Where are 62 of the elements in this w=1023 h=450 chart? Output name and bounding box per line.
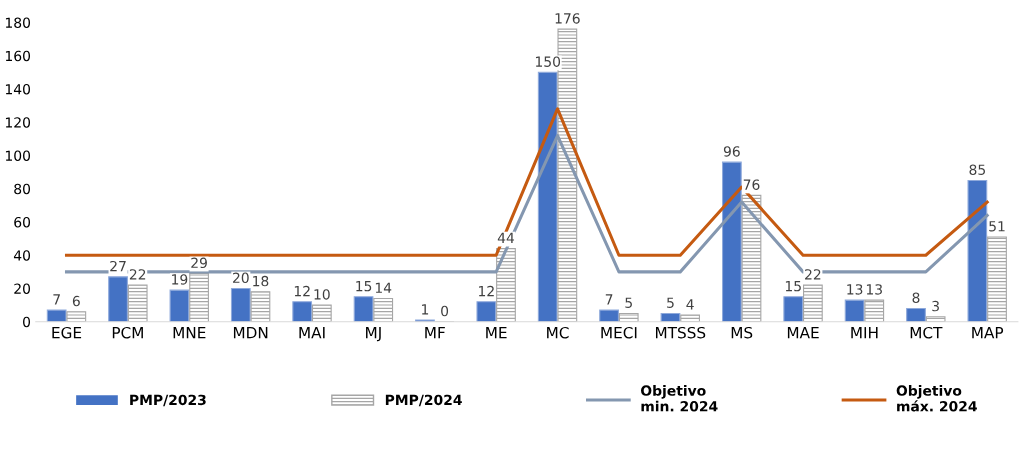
y-tick-label: 20 xyxy=(14,283,31,294)
data-label: 5 xyxy=(667,297,674,308)
data-label: 14 xyxy=(375,282,392,293)
x-tick-label: MAE xyxy=(787,327,819,339)
data-label: 4 xyxy=(686,299,694,310)
data-label: 29 xyxy=(191,257,207,269)
data-label: 3 xyxy=(932,300,939,312)
data-label: 5 xyxy=(625,297,632,308)
data-label: 8 xyxy=(912,292,920,303)
x-tick-label: MNE xyxy=(173,327,206,339)
x-tick-label: PCM xyxy=(112,326,143,339)
data-label: 13 xyxy=(847,284,863,295)
x-tick-label: MTSSS xyxy=(655,326,706,339)
data-label: 176 xyxy=(555,13,580,24)
y-tick-label: 60 xyxy=(14,216,31,228)
legend-label: Objetivo máx. 2024 xyxy=(896,385,977,412)
x-tick-label: MIH xyxy=(851,327,878,339)
data-label: 6 xyxy=(72,295,80,307)
x-tick-label: MJ xyxy=(366,327,381,342)
data-label: 150 xyxy=(535,56,561,67)
data-label: 76 xyxy=(743,179,760,190)
data-label: 10 xyxy=(314,289,330,300)
data-label: 96 xyxy=(723,146,740,157)
x-tick-label: MAI xyxy=(299,327,325,339)
x-tick-label: MC xyxy=(547,326,569,339)
x-tick-label: MCT xyxy=(910,326,943,339)
data-label: 0 xyxy=(441,305,449,317)
legend-label: PMP/2023 xyxy=(130,394,206,407)
data-label: 27 xyxy=(110,260,126,272)
legend-label: PMP/2024 xyxy=(385,394,462,407)
y-tick-label: 40 xyxy=(13,250,31,261)
x-tick-label: MECI xyxy=(601,326,637,339)
data-label: 20 xyxy=(233,272,249,284)
x-tick-label: MAP xyxy=(972,327,1004,339)
data-label: 7 xyxy=(605,294,613,305)
data-label: 51 xyxy=(989,221,1005,232)
x-tick-label: EGE xyxy=(52,326,82,339)
data-label: 19 xyxy=(172,274,188,285)
data-label: 44 xyxy=(497,232,515,243)
data-label: 13 xyxy=(866,284,882,295)
y-tick-label: 120 xyxy=(5,117,31,128)
legend-label: Objetivo min. 2024 xyxy=(641,385,718,412)
data-label: 15 xyxy=(785,281,801,292)
x-tick-label: ME xyxy=(486,327,507,339)
data-label: 12 xyxy=(479,285,494,297)
y-tick-label: 0 xyxy=(23,316,31,328)
data-label: 12 xyxy=(294,285,310,297)
y-tick-label: 140 xyxy=(5,83,31,95)
data-label: 22 xyxy=(805,269,821,280)
y-tick-label: 100 xyxy=(5,150,31,161)
x-tick-label: MS xyxy=(731,326,753,339)
y-tick-label: 80 xyxy=(14,183,31,195)
data-label: 85 xyxy=(969,164,985,175)
y-tick-label: 160 xyxy=(5,50,31,62)
data-label: 7 xyxy=(53,294,60,305)
data-label: 15 xyxy=(356,281,372,292)
y-tick-label: 180 xyxy=(5,17,31,28)
data-label: 22 xyxy=(129,269,146,280)
x-tick-label: MDN xyxy=(233,327,268,339)
data-label: 1 xyxy=(422,304,429,315)
data-label: 18 xyxy=(253,275,269,287)
x-tick-label: MF xyxy=(425,327,445,339)
